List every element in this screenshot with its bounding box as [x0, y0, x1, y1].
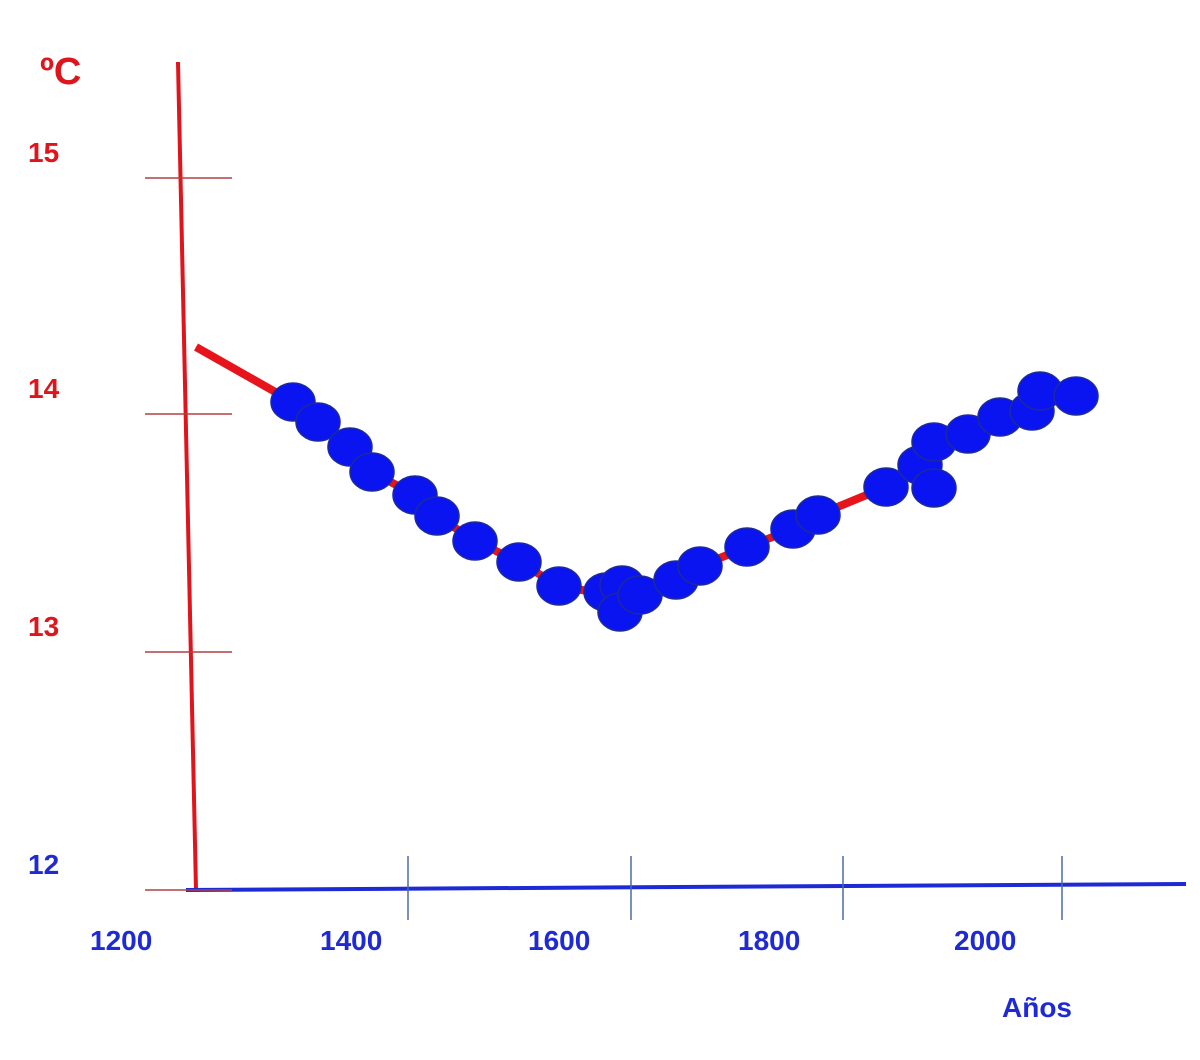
x-tick-label-1800: 1800	[738, 925, 800, 956]
data-point-26	[1053, 376, 1099, 416]
axes	[176, 61, 1187, 892]
data-point-18	[863, 467, 909, 507]
y-tick-label-15: 15	[28, 137, 59, 168]
x-axis-line	[185, 882, 1187, 892]
labels: 12 13 14 15 1200 1400 1600 1800 2000	[28, 137, 1016, 956]
x-tick-label-1200: 1200	[90, 925, 152, 956]
x-tick-label-1400: 1400	[320, 925, 382, 956]
data-point-6	[452, 521, 498, 561]
data-point-8	[536, 566, 582, 606]
x-tick-label-2000: 2000	[954, 925, 1016, 956]
y-tick-label-14: 14	[28, 373, 60, 404]
data-point-14	[677, 546, 723, 586]
data-point-15	[724, 527, 770, 567]
data-point-17	[795, 495, 841, 535]
x-tick-label-1600: 1600	[528, 925, 590, 956]
y-axis-line	[176, 61, 198, 891]
data-point-21	[911, 468, 957, 508]
x-axis-title: Años	[1002, 992, 1072, 1023]
y-axis-unit: ºC	[40, 51, 81, 93]
data-points	[270, 371, 1099, 632]
ticks	[145, 177, 1063, 920]
data-point-1	[295, 402, 341, 442]
data-point-3	[349, 452, 395, 492]
y-tick-label-12: 12	[28, 849, 59, 880]
y-tick-label-13: 13	[28, 611, 59, 642]
data-point-7	[496, 542, 542, 582]
data-point-5	[414, 496, 460, 536]
